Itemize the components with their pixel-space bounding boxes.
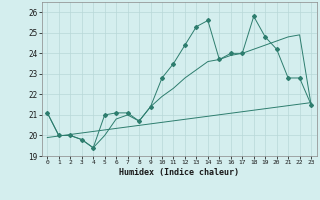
X-axis label: Humidex (Indice chaleur): Humidex (Indice chaleur) [119, 168, 239, 177]
